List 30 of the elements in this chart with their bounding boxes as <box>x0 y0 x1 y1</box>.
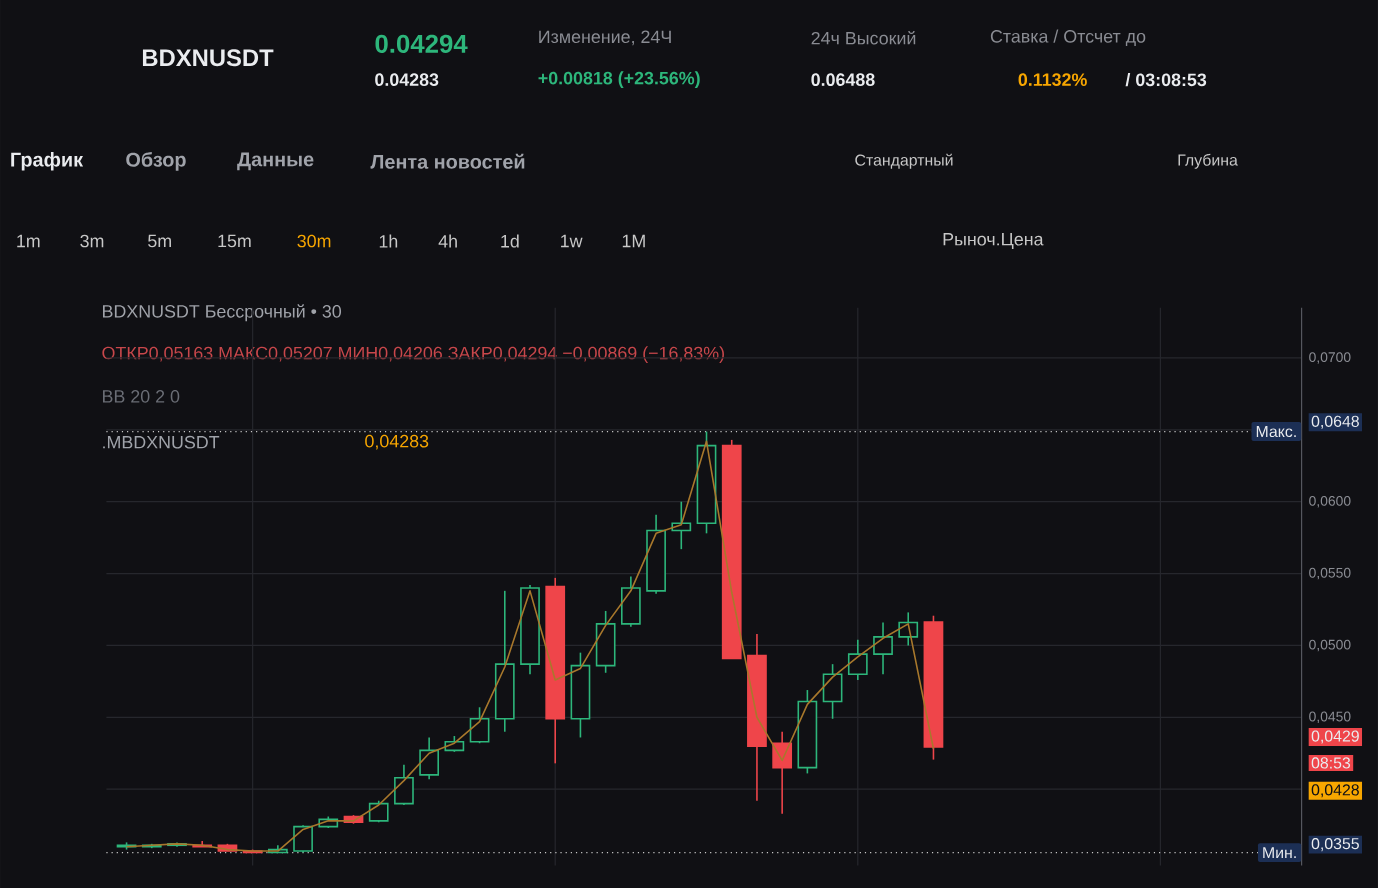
text: 24ч Высокий <box>811 30 916 45</box>
text: 30m <box>297 234 331 248</box>
text: Рыноч.Цена <box>943 232 1044 249</box>
text: BDXNUSDT <box>142 49 274 66</box>
text: 1w <box>561 234 583 247</box>
text: 0.1132% <box>1018 73 1087 86</box>
text: 1m <box>17 234 40 247</box>
text: 3m <box>80 234 104 248</box>
text: 0.06488 <box>811 73 875 86</box>
annotation: 0,04283 <box>365 434 429 450</box>
text: 0.04283 <box>375 73 439 86</box>
text: 0.04294 <box>375 34 468 53</box>
text: Обзор <box>126 151 186 171</box>
text: 5m <box>148 234 171 248</box>
text: График <box>11 151 84 171</box>
text: 15m <box>218 234 251 248</box>
text: +0.00818 (+23.56%) <box>538 71 700 88</box>
annotation: BB 20 2 0 <box>103 389 180 403</box>
text: 4h <box>438 234 457 248</box>
text: ОТКР0,05163 МАКС0,05207 МИН0,04206 ЗАКР0,04294 −0,00869 (−16,83%) <box>102 346 724 363</box>
text: 1d <box>501 234 519 248</box>
annotation: .MBDXNUSDT <box>103 435 220 449</box>
text: Данные <box>237 152 314 170</box>
chart-title: BDXNUSDT Бессрочный • 30 <box>103 304 342 322</box>
text: 1h <box>379 234 398 248</box>
text: 1M <box>622 234 645 247</box>
text: Лента новостей <box>370 153 525 169</box>
text: / 03:08:53 <box>1125 72 1207 87</box>
text: Изменение, 24Ч <box>539 30 671 45</box>
text: Ставка / Отсчет до <box>990 29 1146 46</box>
